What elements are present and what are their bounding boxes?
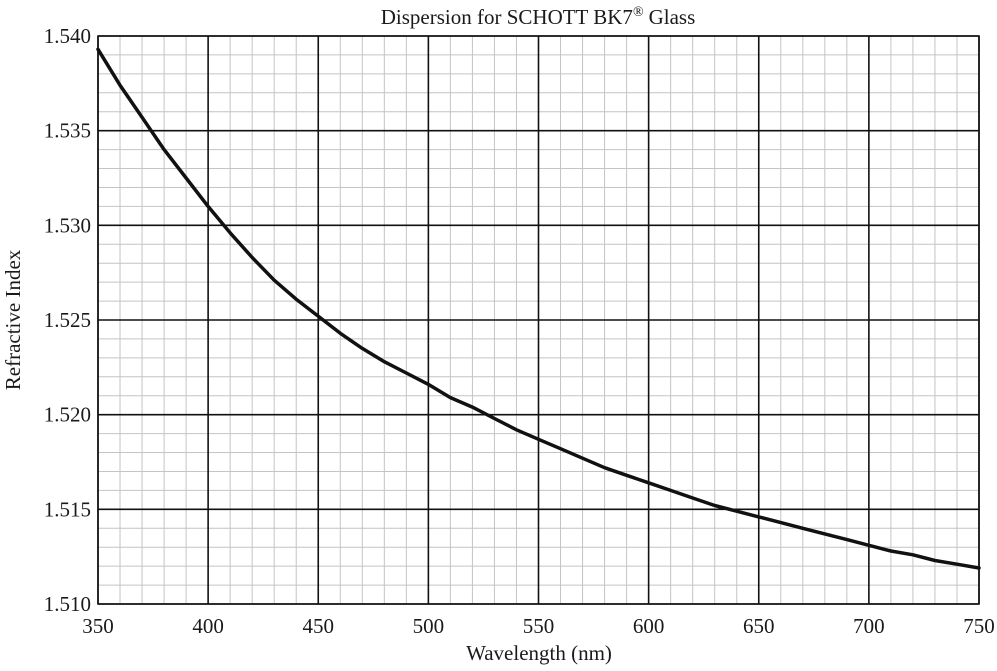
x-tick-label: 700 bbox=[853, 614, 885, 638]
x-tick-label: 650 bbox=[743, 614, 775, 638]
x-tick-label: 750 bbox=[963, 614, 995, 638]
chart-title-superscript: ® bbox=[633, 5, 644, 20]
x-axis-label: Wavelength (nm) bbox=[466, 641, 612, 665]
chart-title-main: Dispersion for SCHOTT BK7 bbox=[381, 5, 633, 29]
y-tick-label: 1.540 bbox=[44, 24, 91, 48]
y-tick-label: 1.510 bbox=[44, 592, 91, 616]
series-layer bbox=[96, 47, 981, 570]
chart-title: Dispersion for SCHOTT BK7® Glass bbox=[381, 5, 696, 29]
y-tick-label: 1.520 bbox=[44, 403, 91, 427]
x-tick-label: 450 bbox=[303, 614, 335, 638]
y-tick-labels: 1.510 1.515 1.520 1.525 1.530 1.535 1.540 bbox=[44, 24, 91, 616]
x-tick-labels: 350 400 450 500 550 600 650 700 750 bbox=[82, 614, 995, 638]
plot-frame bbox=[97, 35, 980, 605]
chart-title-suffix: Glass bbox=[649, 5, 696, 29]
x-tick-label: 550 bbox=[523, 614, 555, 638]
x-tick-label: 500 bbox=[413, 614, 445, 638]
y-tick-label: 1.525 bbox=[44, 308, 91, 332]
x-tick-label: 600 bbox=[633, 614, 665, 638]
x-tick-label: 350 bbox=[82, 614, 114, 638]
x-tick-label: 400 bbox=[192, 614, 224, 638]
series-line-refractive-index bbox=[96, 47, 981, 570]
y-axis-label: Refractive Index bbox=[1, 249, 25, 390]
y-tick-label: 1.530 bbox=[44, 213, 91, 237]
y-tick-label: 1.515 bbox=[44, 497, 91, 521]
y-tick-label: 1.535 bbox=[44, 119, 91, 143]
